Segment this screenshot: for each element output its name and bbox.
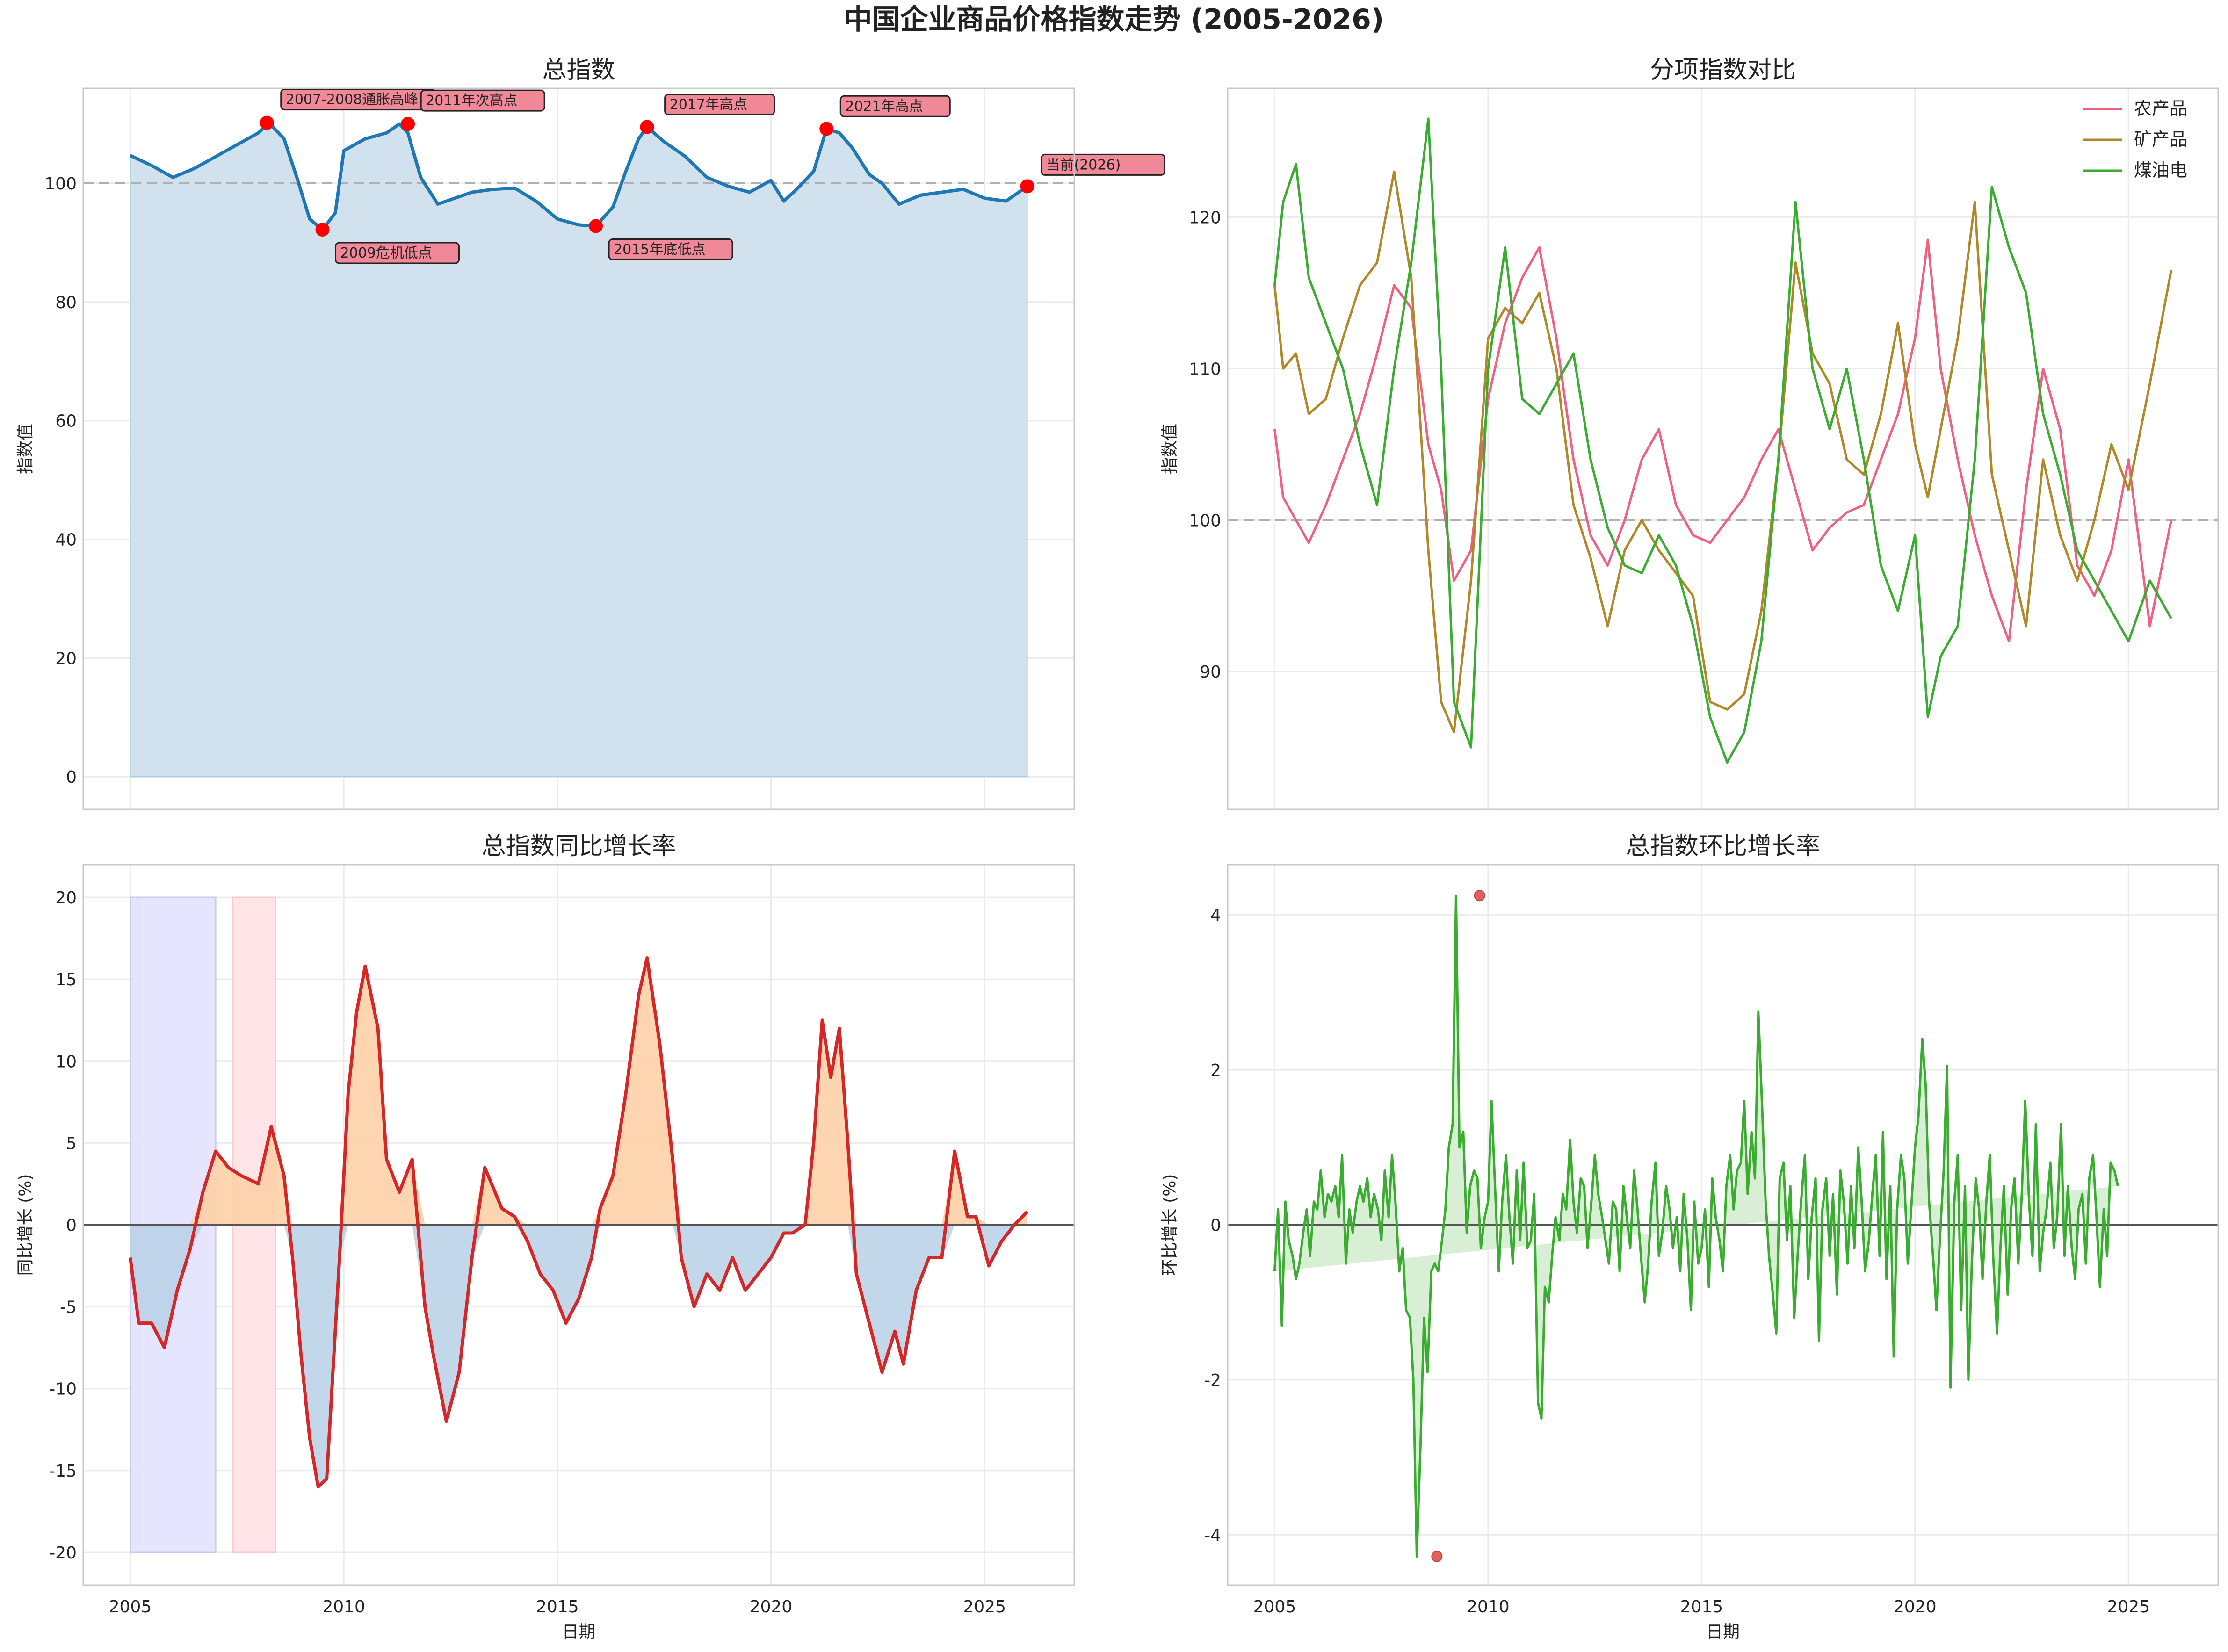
legend-label: 煤油电 bbox=[2134, 160, 2187, 180]
x-axis-label: 日期 bbox=[1706, 1623, 1740, 1642]
x-tick-label: 2025 bbox=[963, 1597, 1006, 1616]
y-tick-label: -10 bbox=[49, 1380, 77, 1399]
y-tick-label: -2 bbox=[1204, 1371, 1221, 1390]
annotation-label: 当前(2026) bbox=[1046, 157, 1121, 173]
x-tick-label: 2015 bbox=[1680, 1597, 1723, 1616]
series-line-mineral bbox=[1273, 170, 2173, 734]
panel-mom-growth: 2005 2010 2015 2020 2025 -4 -2 0 2 4 总指数环比增长率环比增长 … bbox=[1160, 832, 2219, 1642]
panel-yoy-growth: 2005 2010 2015 2020 2025 -20 -15 -10 -5 0 5 10 15 20 总… bbox=[16, 832, 1075, 1642]
y-axis-label: 指数值 bbox=[1160, 424, 1179, 474]
x-tick-label: 2020 bbox=[750, 1597, 793, 1616]
series-line-agri bbox=[1273, 238, 2173, 642]
y-tick-label: -5 bbox=[60, 1298, 77, 1317]
series-line-coal bbox=[1273, 117, 2172, 764]
annotation-label: 2007-2008通胀高峰 bbox=[286, 92, 419, 108]
panel-title: 总指数 bbox=[542, 56, 615, 84]
y-tick-label: 100 bbox=[44, 174, 77, 194]
annotation-label: 2011年次高点 bbox=[426, 93, 517, 109]
peak-marker bbox=[315, 223, 330, 237]
y-tick-label: 0 bbox=[1210, 1216, 1221, 1235]
x-tick-label: 2010 bbox=[322, 1597, 365, 1616]
axes-frame bbox=[82, 864, 1075, 1586]
y-tick-label: 110 bbox=[1189, 360, 1221, 379]
y-tick-label: 100 bbox=[1189, 511, 1221, 530]
annotation-box bbox=[334, 242, 460, 264]
y-axis-label: 环比增长 (%) bbox=[1160, 1174, 1179, 1276]
annotation-box bbox=[420, 89, 545, 112]
y-tick-label: 90 bbox=[1200, 663, 1221, 682]
annotation-label: 2015年底低点 bbox=[614, 241, 705, 258]
y-tick-label: 2 bbox=[1210, 1061, 1221, 1080]
y-tick-label: 0 bbox=[66, 1216, 77, 1235]
y-tick-label: 60 bbox=[55, 412, 77, 431]
y-tick-label: 20 bbox=[55, 888, 77, 908]
y-tick-label: 120 bbox=[1189, 208, 1221, 227]
y-tick-label: 20 bbox=[55, 649, 77, 668]
yoy-line bbox=[129, 956, 1029, 1489]
annotation-box bbox=[664, 93, 775, 115]
axes-frame bbox=[1227, 87, 2219, 810]
x-tick-label: 2015 bbox=[536, 1597, 579, 1616]
y-tick-label: 10 bbox=[55, 1052, 77, 1071]
y-tick-label: -15 bbox=[49, 1462, 77, 1481]
x-tick-label: 2025 bbox=[2107, 1597, 2150, 1616]
y-tick-label: 5 bbox=[66, 1134, 77, 1153]
y-tick-label: 4 bbox=[1210, 906, 1221, 925]
annotation-box bbox=[839, 95, 951, 117]
extreme-marker bbox=[1431, 1551, 1443, 1562]
peak-marker bbox=[1020, 179, 1034, 194]
mom-line bbox=[1273, 894, 2119, 1558]
peak-marker bbox=[260, 115, 274, 130]
y-axis-label: 同比增长 (%) bbox=[16, 1174, 35, 1276]
y-tick-label: -4 bbox=[1204, 1526, 1221, 1545]
panel-title: 分项指数对比 bbox=[1650, 56, 1796, 84]
y-tick-label: 40 bbox=[55, 531, 77, 550]
total-index-line bbox=[130, 121, 1028, 231]
x-tick-label: 2010 bbox=[1467, 1597, 1510, 1616]
extreme-marker bbox=[1474, 890, 1485, 902]
annotation-label: 2009危机低点 bbox=[340, 245, 432, 261]
panel-title: 总指数同比增长率 bbox=[481, 832, 676, 860]
y-tick-label: 15 bbox=[55, 970, 77, 989]
yoy-negative-area bbox=[130, 1225, 1027, 1487]
axes-frame bbox=[82, 87, 1075, 810]
annotation-label: 2021年高点 bbox=[845, 98, 923, 115]
x-tick-label: 2005 bbox=[1253, 1597, 1296, 1616]
annotation-label: 2017年高点 bbox=[670, 96, 747, 113]
y-tick-label: 80 bbox=[55, 293, 77, 312]
x-tick-label: 2020 bbox=[1894, 1597, 1937, 1616]
annotation-box bbox=[608, 238, 733, 260]
peak-marker bbox=[589, 219, 603, 233]
peak-marker bbox=[640, 120, 654, 134]
annotation-box bbox=[1041, 153, 1166, 176]
figure-title: 中国企业商品价格指数走势 (2005-2026) bbox=[844, 3, 1384, 36]
y-axis-label: 指数值 bbox=[16, 424, 35, 474]
x-axis-label: 日期 bbox=[562, 1623, 595, 1642]
axes-frame bbox=[1227, 864, 2219, 1586]
x-tick-label: 2005 bbox=[109, 1597, 152, 1616]
panel-title: 总指数环比增长率 bbox=[1626, 832, 1820, 860]
yoy-positive-area bbox=[130, 958, 1027, 1225]
y-tick-label: -20 bbox=[49, 1544, 77, 1563]
legend-label: 农产品 bbox=[2134, 98, 2187, 119]
peak-marker bbox=[401, 117, 415, 131]
y-tick-label: 0 bbox=[66, 768, 77, 787]
legend-label: 矿产品 bbox=[2134, 129, 2187, 150]
peak-marker bbox=[819, 122, 834, 136]
